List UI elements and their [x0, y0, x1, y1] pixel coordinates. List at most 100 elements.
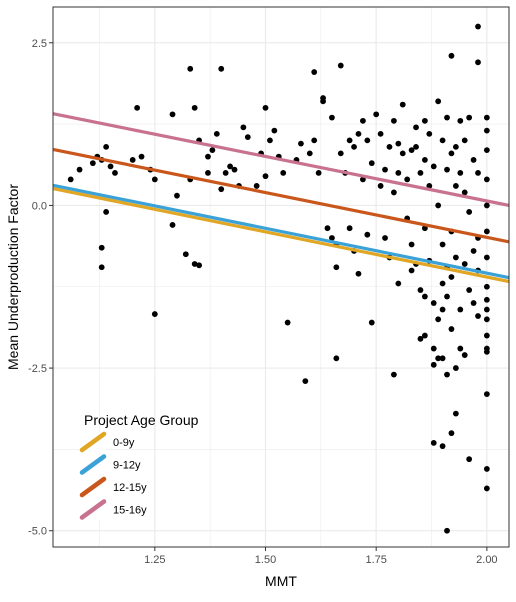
data-point: [452, 254, 459, 261]
data-point: [439, 137, 446, 144]
data-point: [311, 69, 318, 75]
data-point: [435, 316, 442, 323]
x-tick-label: 1.50: [255, 554, 276, 566]
data-point: [129, 156, 136, 163]
y-tick-label: -2.5: [28, 363, 47, 375]
data-point: [483, 228, 490, 235]
data-point: [483, 316, 490, 323]
data-point: [435, 98, 442, 105]
data-point: [483, 466, 490, 472]
data-point: [382, 235, 388, 241]
data-point: [151, 176, 158, 183]
data-point: [76, 166, 83, 173]
data-point: [448, 52, 455, 59]
legend-label-12-15y: 12-15y: [113, 482, 147, 494]
data-point: [439, 443, 446, 450]
data-point: [466, 114, 473, 121]
data-point: [483, 202, 490, 209]
data-point: [390, 189, 397, 196]
data-point: [430, 345, 437, 352]
data-point: [333, 264, 340, 271]
data-point: [138, 153, 145, 160]
data-point: [191, 104, 198, 111]
data-point: [461, 137, 468, 144]
x-axis-title: MMT: [265, 573, 297, 589]
data-point: [302, 378, 309, 384]
data-point: [483, 283, 490, 290]
data-point: [337, 62, 344, 69]
data-point: [475, 23, 481, 30]
data-point: [452, 143, 459, 150]
data-point: [439, 355, 446, 362]
legend-swatch-9-12y: [79, 454, 107, 475]
data-point: [413, 124, 419, 131]
legend-title: Project Age Group: [84, 412, 199, 428]
legend-label-15-16y: 15-16y: [113, 505, 147, 517]
data-point: [483, 114, 490, 121]
data-point: [333, 355, 340, 362]
data-point: [271, 127, 278, 134]
data-point: [196, 262, 202, 269]
data-point: [483, 485, 490, 492]
data-point: [218, 65, 225, 72]
data-point: [89, 160, 96, 167]
data-point: [444, 166, 450, 173]
data-point: [421, 117, 428, 124]
data-point: [426, 130, 433, 137]
data-point: [421, 293, 428, 300]
data-point: [373, 111, 380, 118]
data-point: [457, 117, 464, 124]
data-point: [417, 335, 424, 342]
data-point: [368, 160, 375, 167]
legend: Project Age Group 0-9y 9-12y 12-15y 15-16y: [79, 412, 199, 520]
data-point: [430, 300, 437, 306]
data-point: [311, 137, 318, 144]
data-point: [466, 209, 473, 215]
data-point: [386, 143, 393, 150]
x-axis: 1.25 1.50 1.75 2.00: [144, 547, 498, 566]
data-point: [98, 264, 105, 271]
data-point: [430, 163, 437, 170]
y-tick-label: -5.0: [28, 526, 47, 538]
data-point: [452, 410, 459, 417]
data-point: [103, 143, 110, 150]
data-point: [417, 170, 424, 176]
data-point: [483, 254, 490, 261]
data-point: [151, 311, 158, 317]
data-point: [267, 137, 273, 144]
data-point: [430, 440, 437, 446]
data-point: [475, 313, 481, 319]
regression-line-15-16y: [52, 112, 510, 208]
legend-swatch-12-15y: [79, 476, 107, 498]
data-point: [448, 326, 455, 332]
data-point: [364, 137, 371, 144]
regression-line-12-15y: [52, 147, 510, 244]
data-point: [483, 176, 490, 183]
y-tick-label: 2.5: [32, 38, 47, 50]
data-point: [298, 140, 304, 147]
data-point: [408, 241, 415, 248]
data-point: [324, 225, 331, 232]
legend-label-0-9y: 0-9y: [113, 437, 135, 449]
data-point: [360, 117, 366, 124]
data-point: [475, 170, 481, 176]
data-point: [262, 104, 269, 111]
data-point: [435, 202, 442, 209]
data-point: [444, 293, 450, 300]
data-point: [483, 306, 490, 313]
data-point: [448, 430, 455, 437]
data-point: [103, 209, 110, 215]
data-point: [457, 345, 464, 352]
data-point: [404, 176, 411, 183]
data-point: [187, 65, 194, 72]
data-point: [470, 300, 477, 306]
data-point: [444, 527, 450, 534]
data-point: [213, 130, 220, 137]
regression-lines: [52, 112, 510, 284]
data-point: [483, 147, 490, 154]
data-point: [448, 274, 455, 280]
data-point: [444, 114, 450, 121]
data-point: [227, 163, 233, 170]
data-point: [107, 163, 114, 170]
